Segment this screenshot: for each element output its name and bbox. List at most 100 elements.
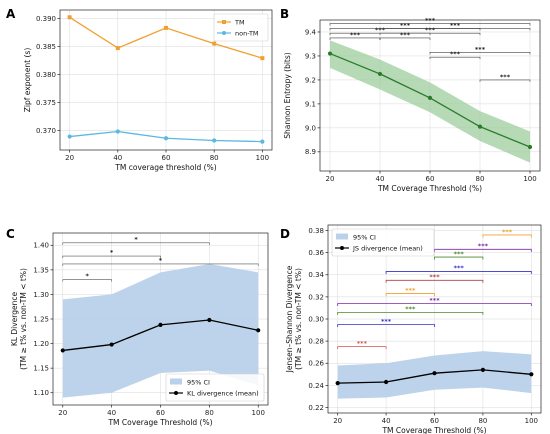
y-tick-label: 1.15 — [33, 365, 49, 373]
panel-letter: C — [6, 227, 15, 241]
data-point — [327, 51, 333, 56]
y-tick-label: 0.24 — [308, 382, 324, 390]
legend-swatch — [336, 233, 348, 240]
significance-label: *** — [405, 305, 416, 313]
significance-bracket — [379, 28, 531, 31]
y-tick-label: 0.38 — [308, 227, 324, 235]
y-tick-label: 0.34 — [308, 271, 324, 279]
y-tick-label: 1.30 — [33, 291, 49, 299]
panel-letter: D — [280, 227, 290, 241]
y-tick-label: 0.385 — [36, 43, 56, 51]
x-tick-label: 60 — [156, 409, 165, 417]
y-tick-label: 1.35 — [33, 266, 49, 274]
y-tick-label: 0.390 — [36, 15, 56, 23]
legend-label: TM — [234, 18, 245, 26]
significance-label: *** — [450, 21, 461, 29]
y-tick-label: 8.9 — [305, 148, 316, 156]
significance-label: *** — [454, 250, 465, 258]
significance-label: *** — [425, 26, 436, 34]
ci-band — [62, 263, 259, 398]
x-tick-label: 80 — [478, 417, 487, 425]
significance-label: *** — [450, 50, 461, 58]
significance-bracket — [379, 37, 431, 40]
data-point — [115, 129, 120, 134]
x-tick-label: 80 — [476, 175, 485, 183]
significance-bracket — [482, 234, 532, 238]
significance-label: *** — [478, 242, 489, 250]
significance-label: *** — [502, 228, 513, 236]
significance-bracket — [62, 242, 210, 245]
significance-bracket — [479, 79, 531, 82]
data-point — [109, 342, 114, 347]
significance-label: * — [134, 235, 138, 243]
legend-marker — [222, 31, 226, 35]
significance-bracket — [379, 32, 481, 36]
data-point — [432, 371, 437, 376]
y-tick-label: 1.25 — [33, 315, 49, 323]
data-point — [256, 328, 261, 333]
x-tick-label: 100 — [256, 154, 269, 162]
data-point — [212, 138, 217, 143]
data-point — [212, 41, 217, 46]
legend-marker — [222, 20, 226, 24]
data-point — [480, 367, 486, 372]
significance-label: *** — [425, 17, 436, 25]
x-tick-label: 80 — [205, 409, 214, 417]
data-point — [67, 15, 72, 20]
significance-label: *** — [405, 286, 416, 294]
x-tick-label: 20 — [58, 409, 67, 417]
significance-bracket — [434, 256, 484, 260]
significance-label: * — [86, 272, 90, 280]
significance-label: *** — [400, 21, 411, 29]
significance-bracket — [337, 346, 387, 350]
data-point — [527, 144, 533, 150]
significance-bracket — [385, 271, 532, 274]
y-tick-label: 0.370 — [36, 127, 56, 135]
y-tick-label: 0.22 — [308, 404, 324, 412]
y-axis-label: Jensen–Shannon Divergence(TM ≥ t% vs. no… — [285, 265, 303, 373]
chart-panel-c: C 1.10 1.15 1.20 1.25 1.30 1.35 1.40 20 40 60 80 100… — [6, 227, 269, 427]
legend-label: KL divergence (mean) — [187, 389, 259, 397]
significance-label: *** — [357, 339, 368, 347]
legend-swatch — [170, 378, 182, 385]
data-point — [164, 25, 168, 30]
data-point — [383, 379, 389, 385]
significance-label: *** — [429, 273, 440, 281]
y-tick-label: 1.40 — [33, 242, 49, 250]
data-point — [67, 134, 72, 139]
legend-marker — [174, 391, 178, 395]
x-tick-label: 40 — [382, 417, 391, 425]
x-tick-label: 40 — [376, 175, 385, 183]
y-tick-label: 9.0 — [305, 124, 316, 132]
significance-bracket — [62, 263, 259, 266]
data-point — [377, 71, 383, 77]
legend-label: 95% CI — [353, 233, 376, 241]
y-tick-label: 0.26 — [308, 360, 324, 368]
significance-label: *** — [454, 264, 465, 272]
significance-label: * — [159, 256, 163, 264]
y-axis-label-line: Zipf exponent (s) — [23, 48, 32, 113]
legend-label: non-TM — [235, 29, 259, 37]
data-point — [529, 372, 534, 377]
y-axis-label-line: Jensen–Shannon Divergence — [285, 265, 294, 373]
chart-panel-b: B 8.9 9.0 9.1 9.2 9.3 9.4 20 40 60 80 100 TM Coverag… — [280, 7, 541, 193]
y-tick-label: 9.4 — [305, 28, 317, 36]
x-tick-label: 20 — [333, 417, 342, 425]
x-tick-label: 100 — [525, 417, 538, 425]
legend-marker — [340, 246, 344, 250]
x-tick-label: 60 — [426, 175, 435, 183]
data-point — [335, 381, 340, 386]
significance-bracket — [385, 279, 484, 283]
chart-panel-d: D 0.22 0.24 0.26 0.28 0.30 0.32 0.34 0.36 0.38 20 4… — [280, 224, 542, 434]
significance-bracket — [337, 311, 484, 315]
chart-panel-a: A 0.370 0.375 0.380 0.385 0.390 20 40 60 80 100 TM … — [6, 7, 273, 172]
y-axis-label-line: (TM ≥ t% vs. non-TM < t%) — [19, 268, 28, 370]
ci-band — [330, 40, 530, 163]
significance-bracket — [62, 279, 112, 282]
y-axis-label: Shannon Entropy (bits) — [283, 52, 292, 138]
significance-bracket — [337, 324, 435, 328]
data-point — [207, 317, 212, 323]
y-tick-label: 1.10 — [33, 389, 49, 397]
legend-box — [331, 228, 435, 257]
y-tick-label: 1.20 — [33, 340, 49, 348]
